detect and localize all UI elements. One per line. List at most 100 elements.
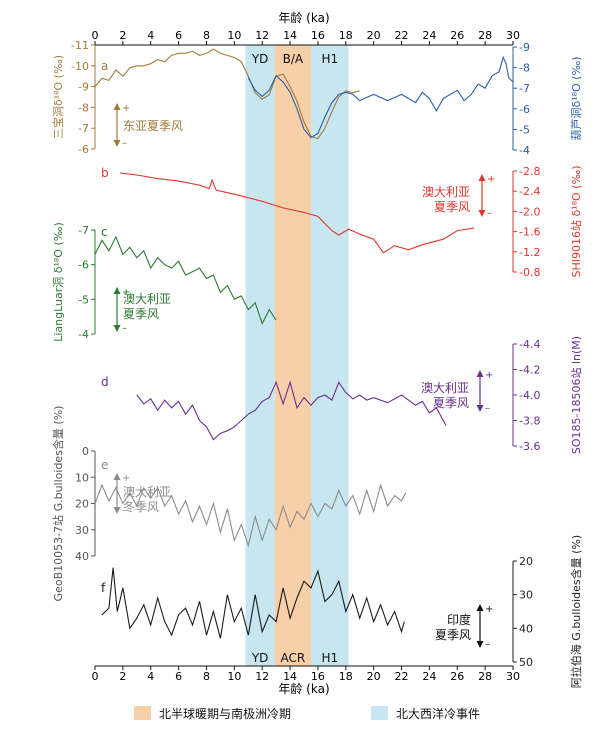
arrow-minus-e: –	[122, 505, 127, 516]
x-tick-label-bottom-14: 28	[478, 670, 492, 683]
y-tick-label-right-d-4: -4.4	[519, 338, 540, 351]
arrow-label-c-0: 澳大利亚	[123, 292, 171, 306]
band-ba	[274, 45, 311, 666]
arrow-label-f-0: 印度	[447, 612, 471, 627]
band-label-top-0: YD	[251, 52, 269, 66]
arrow-label-e-0: 澳大利亚	[123, 485, 171, 499]
y-tick-label-right-a-4: -5	[519, 123, 530, 136]
x-tick-label-top-6: 12	[255, 29, 269, 42]
x-tick-label-bottom-5: 10	[227, 670, 241, 683]
arrow-label-d-0: 澳大利亚	[421, 381, 469, 395]
band-label-bottom-1: ACR	[280, 651, 305, 665]
x-tick-label-bottom-11: 22	[395, 670, 409, 683]
panel-letter-f: f	[101, 581, 106, 595]
panel-letter-d: d	[101, 375, 109, 389]
x-tick-label-top-1: 2	[119, 29, 126, 42]
series-line-f-0	[101, 567, 405, 639]
y-tick-label-left-a-1: -10	[71, 60, 89, 73]
panel-letter-a: a	[101, 59, 108, 73]
arrow-minus-a: –	[122, 138, 127, 149]
x-tick-label-top-2: 4	[147, 29, 154, 42]
arrow-head-down-f	[476, 641, 484, 648]
x-tick-label-bottom-12: 24	[422, 670, 436, 683]
y-axis-title-right-d: SO185-18506站 ln(M)	[569, 336, 583, 454]
x-tick-label-bottom-7: 14	[283, 670, 297, 683]
series-line-a-0	[94, 48, 360, 140]
x-tick-label-top-9: 18	[339, 29, 353, 42]
arrow-head-up-e	[113, 473, 121, 480]
panel-letter-c: c	[101, 225, 108, 239]
y-tick-label-left-a-3: -8	[78, 101, 89, 114]
y-tick-label-left-c-2: -5	[78, 293, 89, 306]
x-tick-label-top-10: 20	[367, 29, 381, 42]
y-tick-label-right-d-2: -4.0	[519, 389, 540, 402]
y-tick-label-left-e-3: 30	[75, 524, 89, 537]
y-tick-label-right-f-1: 30	[519, 589, 533, 602]
y-tick-label-left-e-0: 0	[82, 445, 89, 458]
x-axis-title-bottom: 年龄 (ka)	[278, 682, 329, 696]
y-tick-label-right-d-3: -4.2	[519, 364, 540, 377]
arrow-plus-d: +	[485, 370, 493, 381]
y-tick-label-left-e-2: 20	[75, 498, 89, 511]
x-tick-label-bottom-15: 30	[506, 670, 520, 683]
band-label-top-1: B/A	[283, 52, 304, 66]
y-tick-label-right-b-4: -1.2	[519, 246, 540, 259]
y-tick-label-right-a-1: -8	[519, 62, 530, 75]
y-axis-title-right-f: 阿拉伯海 G.bulloides含量 (%)	[569, 535, 583, 688]
arrow-plus-f: +	[485, 604, 493, 615]
y-axis-title-left-c: LiangLuar洞 δ¹⁸O (‰)	[52, 222, 65, 342]
arrow-minus-f: –	[485, 639, 490, 650]
arrow-plus-a: +	[122, 103, 130, 114]
y-tick-label-left-e-1: 10	[75, 471, 89, 484]
arrow-label-a-0: 东亚夏季风	[123, 119, 183, 133]
y-tick-label-left-e-4: 40	[75, 550, 89, 563]
x-tick-label-top-4: 8	[203, 29, 210, 42]
y-axis-title-right-a: 葫芦洞δ¹⁸O (‰)	[570, 56, 583, 140]
arrow-head-up-a	[113, 103, 121, 110]
arrow-label-e-1: 冬季风	[123, 499, 159, 514]
x-tick-label-top-15: 30	[506, 29, 520, 42]
x-tick-label-bottom-6: 12	[255, 670, 269, 683]
y-tick-label-right-a-5: -4	[519, 144, 530, 157]
x-tick-label-bottom-10: 20	[367, 670, 381, 683]
arrow-head-up-d	[476, 370, 484, 377]
x-tick-label-bottom-0: 0	[92, 670, 99, 683]
arrow-plus-e: +	[122, 473, 130, 484]
x-tick-label-top-13: 26	[450, 29, 464, 42]
legend-swatch-1	[371, 706, 388, 720]
arrow-label-f-1: 夏季风	[435, 628, 471, 642]
y-tick-label-left-a-5: -6	[78, 143, 89, 156]
band-label-bottom-0: YD	[251, 651, 269, 665]
y-tick-label-left-a-2: -9	[78, 81, 89, 94]
arrow-plus-c: +	[122, 287, 130, 298]
arrow-label-b-1: 夏季风	[434, 200, 470, 214]
y-tick-label-right-a-3: -6	[519, 103, 530, 116]
x-tick-label-top-12: 24	[422, 29, 436, 42]
y-tick-label-left-c-0: -7	[78, 224, 89, 237]
y-tick-label-left-c-3: -4	[78, 328, 89, 341]
x-tick-label-bottom-4: 8	[203, 670, 210, 683]
y-tick-label-right-b-5: -0.8	[519, 266, 540, 279]
arrow-minus-d: –	[485, 403, 490, 414]
x-axis-title-top: 年龄 (ka)	[278, 11, 329, 25]
arrow-head-down-c	[113, 325, 121, 332]
x-tick-label-bottom-13: 26	[450, 670, 464, 683]
panel-letter-e: e	[101, 458, 108, 472]
y-tick-label-right-b-3: -1.6	[519, 226, 540, 239]
y-tick-label-right-f-3: 50	[519, 656, 533, 669]
y-tick-label-right-d-0: -3.6	[519, 440, 540, 453]
x-tick-label-bottom-1: 2	[119, 670, 126, 683]
y-tick-label-right-b-2: -2.0	[519, 205, 540, 218]
arrow-label-b-0: 澳大利亚	[422, 185, 470, 199]
y-axis-title-left-a: 三宝洞δ¹⁸O (‰)	[51, 55, 65, 139]
band-h1	[310, 45, 349, 666]
y-tick-label-left-a-0: -11	[71, 39, 89, 52]
arrow-head-down-a	[113, 140, 121, 147]
x-tick-label-top-3: 6	[175, 29, 182, 42]
x-tick-label-top-14: 28	[478, 29, 492, 42]
legend-label-1: 北大西洋冷事件	[396, 706, 480, 721]
y-tick-label-left-a-4: -7	[78, 122, 89, 135]
x-tick-label-bottom-3: 6	[175, 670, 182, 683]
series-line-d-0	[136, 380, 447, 441]
y-tick-label-right-b-0: -2.8	[519, 165, 540, 178]
